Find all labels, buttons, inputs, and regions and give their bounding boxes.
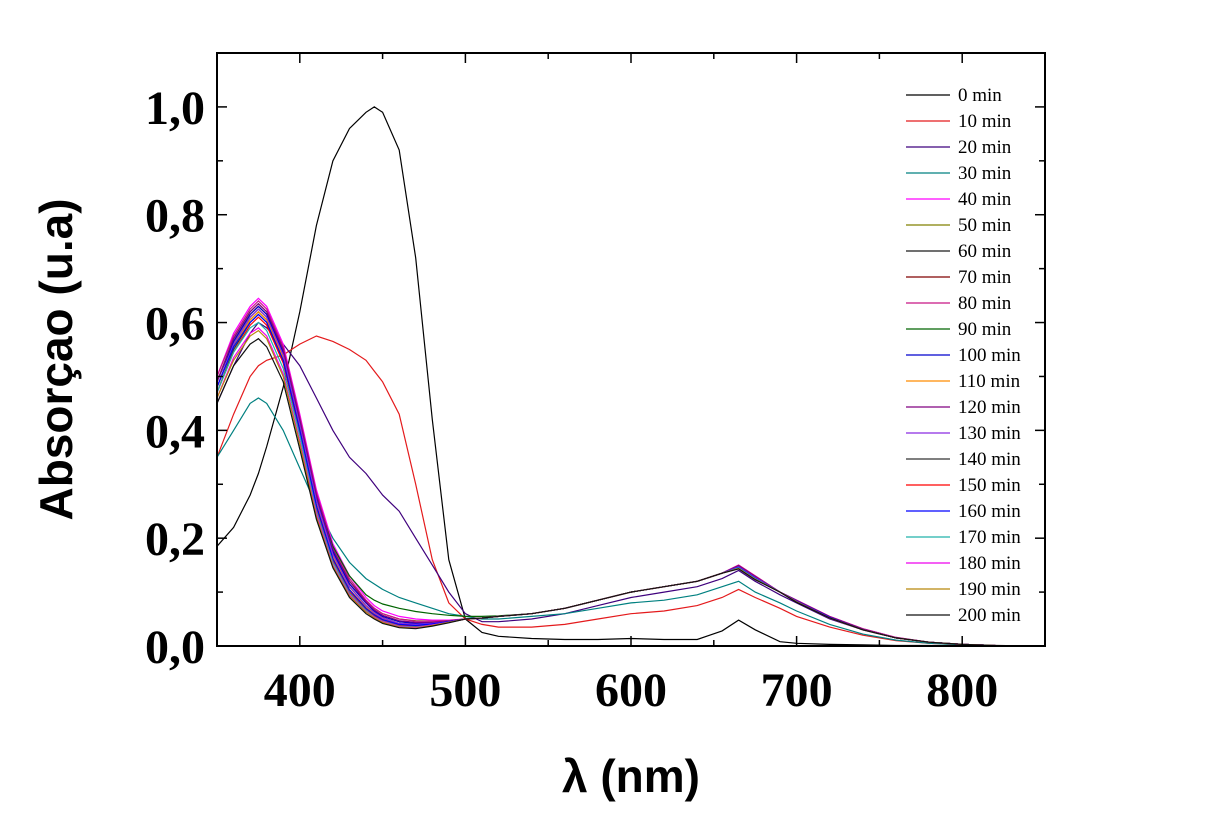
legend-label: 200 min — [958, 605, 1021, 626]
legend-label: 50 min — [958, 215, 1012, 236]
series-line-3 — [216, 397, 1046, 647]
plot-lines — [216, 106, 1046, 647]
x-tick-label: 600 — [595, 664, 667, 717]
x-axis: 400 500 600 700 800 — [216, 53, 1046, 717]
series-line-4 — [216, 297, 1046, 647]
y-tick-label: 0,4 — [145, 405, 205, 458]
series-line-14 — [216, 313, 1046, 647]
y-tick-label: 0,8 — [145, 190, 205, 243]
legend-label: 90 min — [958, 319, 1012, 340]
legend-label: 10 min — [958, 111, 1012, 132]
legend-label: 30 min — [958, 163, 1012, 184]
x-tick-label: 400 — [264, 664, 336, 717]
plot-frame — [216, 52, 1046, 647]
legend-label: 150 min — [958, 475, 1021, 496]
x-tick-label: 500 — [429, 664, 501, 717]
legend-label: 160 min — [958, 501, 1021, 522]
series-line-2 — [216, 321, 1046, 647]
series-line-20 — [216, 337, 1046, 647]
legend-label: 40 min — [958, 189, 1012, 210]
legend-label: 80 min — [958, 293, 1012, 314]
series-line-9 — [216, 310, 1046, 647]
series-line-18 — [216, 327, 1046, 647]
y-tick-label: 0,2 — [145, 513, 205, 566]
series-line-10 — [216, 305, 1046, 647]
series-line-0 — [216, 106, 1045, 647]
series-line-6 — [216, 308, 1046, 647]
series-line-13 — [216, 308, 1046, 647]
series-line-19 — [216, 329, 1046, 647]
legend-label: 120 min — [958, 397, 1021, 418]
series-line-1 — [216, 335, 1046, 647]
legend-label: 190 min — [958, 579, 1021, 600]
legend-label: 100 min — [958, 345, 1021, 366]
legend-label: 70 min — [958, 267, 1012, 288]
series-line-7 — [216, 305, 1046, 647]
x-axis-label: λ (nm) — [562, 750, 700, 802]
series-line-15 — [216, 316, 1046, 647]
legend-label: 170 min — [958, 527, 1021, 548]
legend-label: 20 min — [958, 137, 1012, 158]
y-axis-label: Absorçao (u.a) — [30, 198, 82, 520]
series-line-16 — [216, 313, 1046, 647]
x-tick-label: 800 — [926, 664, 998, 717]
x-tick-label: 700 — [761, 664, 833, 717]
y-tick-label: 0,0 — [145, 621, 205, 674]
y-axis: 0,0 0,2 0,4 0,6 0,8 1,0 — [145, 82, 1045, 674]
legend-label: 180 min — [958, 553, 1021, 574]
legend-label: 110 min — [958, 371, 1021, 392]
series-line-11 — [216, 310, 1046, 647]
series-line-8 — [216, 300, 1046, 647]
y-tick-label: 1,0 — [145, 82, 205, 135]
legend-label: 60 min — [958, 241, 1012, 262]
legend-label: 130 min — [958, 423, 1021, 444]
legend: 0 min 10 min 20 min 30 min 40 min 50 min 60 mi… — [906, 85, 1021, 626]
y-tick-label: 0,6 — [145, 298, 205, 351]
legend-label: 0 min — [958, 85, 1002, 106]
legend-label: 140 min — [958, 449, 1021, 470]
